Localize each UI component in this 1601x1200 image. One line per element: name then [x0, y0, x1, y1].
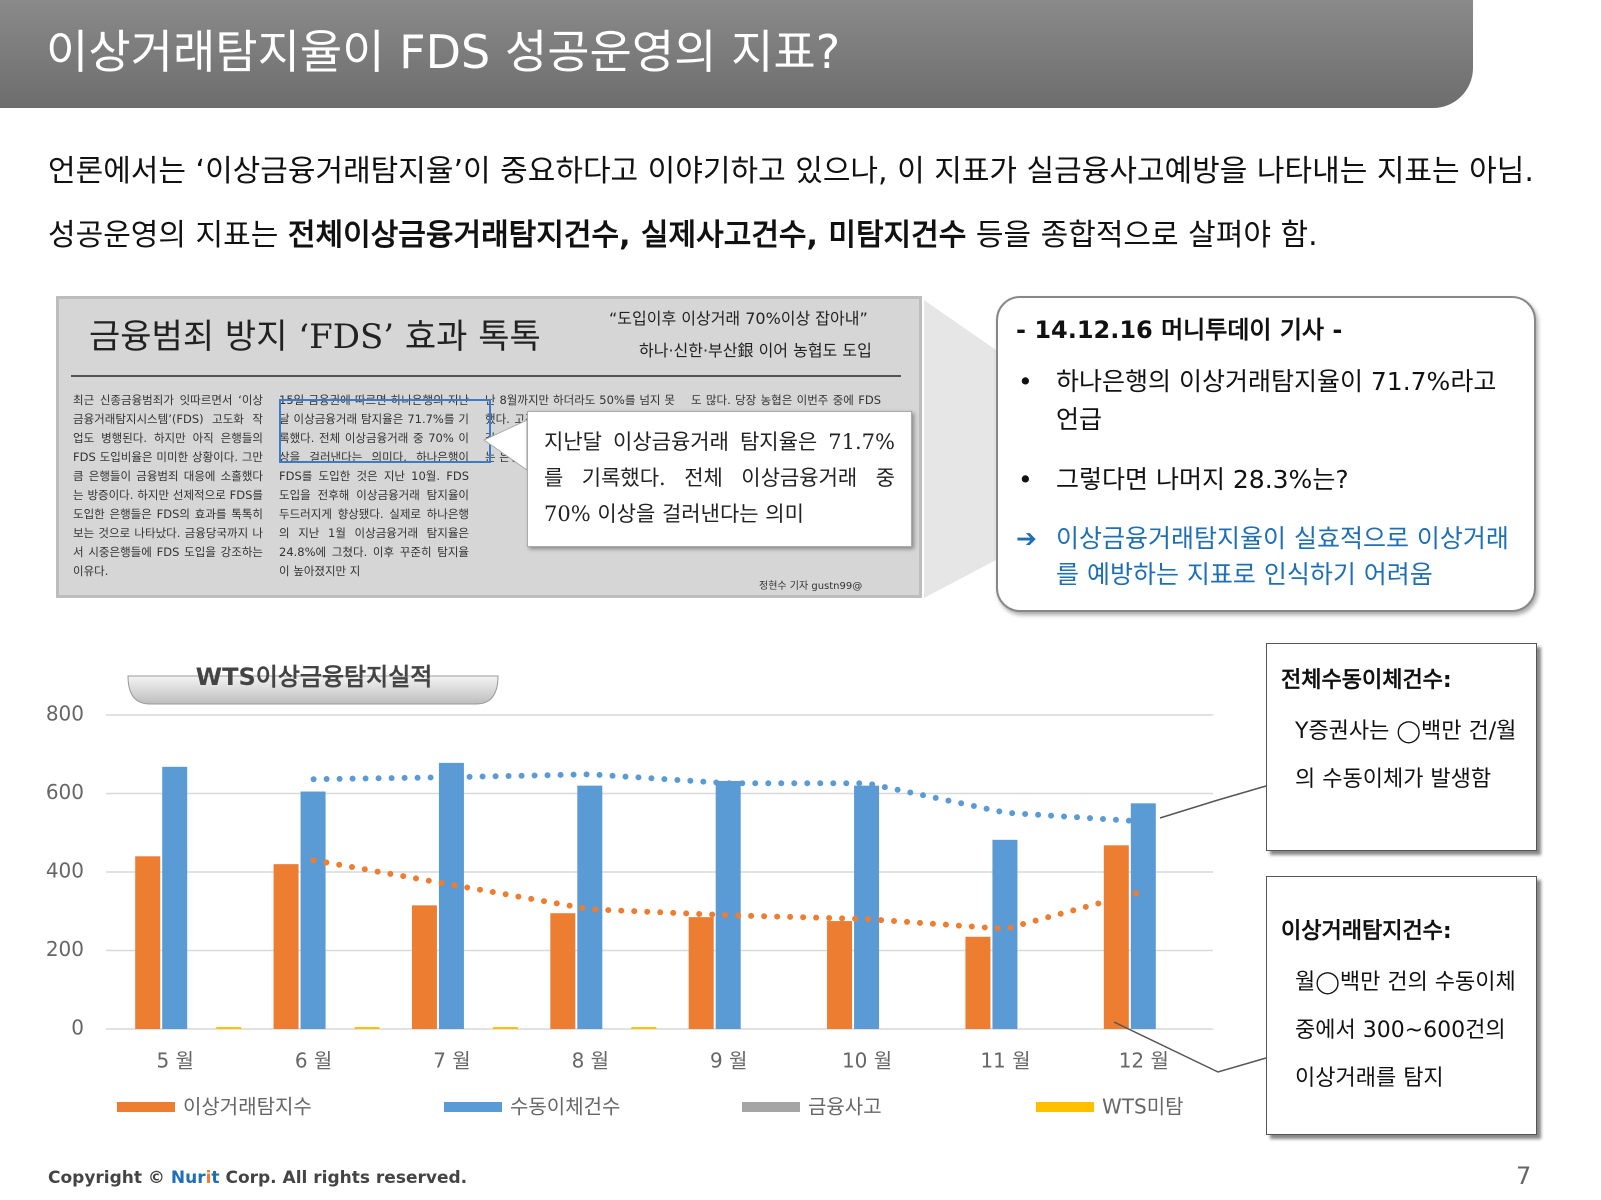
bar	[1130, 803, 1156, 1029]
zoom-quote: 지난달 이상금융거래 탐지율은 71.7%를 기록했다. 전체 이상금융거래 중…	[527, 411, 912, 547]
source-box: - 14.12.16 머니투데이 기사 - 하나은행의 이상거래탐지율이 71.…	[996, 296, 1536, 612]
subhead: 하나·신한·부산銀 이어 농협도 도입	[639, 341, 872, 360]
legend-swatch	[742, 1102, 800, 1112]
x-tick-label: 12 월	[1119, 1049, 1169, 1073]
bar	[492, 1027, 518, 1029]
legend-swatch	[444, 1102, 502, 1112]
source-heading: - 14.12.16 머니투데이 기사 -	[1016, 316, 1343, 344]
subhead: “도입이후 이상거래 70%이상 잡아내”	[609, 309, 868, 328]
legend-label: 금융사고	[808, 1095, 882, 1119]
legend-swatch	[1036, 1102, 1094, 1112]
bullet: 그렇다면 나머지 28.3%는?	[1016, 461, 1516, 499]
bar	[1103, 845, 1129, 1029]
note: 이상거래탐지건수: 월◯백만 건의 수동이체 중에서 300~600건의 이상거래…	[1266, 876, 1537, 1135]
bar	[715, 780, 741, 1029]
y-tick-label: 200	[46, 937, 84, 961]
note: 전체수동이체건수: Y증권사는 ◯백만 건/월의 수동이체가 발생함	[1266, 643, 1537, 851]
x-tick-label: 9 월	[710, 1049, 747, 1073]
y-tick-label: 400	[46, 859, 84, 883]
column: 최근 신종금융범죄가 잇따르면서 ‘이상금융거래탐지시스템’(FDS) 고도화 …	[73, 393, 263, 578]
bullet: 하나은행의 이상거래탐지율이 71.7%라고 언급	[1016, 363, 1516, 439]
intro-bold: 전체이상금융거래탐지건수, 실제사고건수, 미탐지건수	[287, 218, 967, 253]
header: 이상거래탐지율이 FDS 성공운영의 지표?	[0, 0, 1473, 108]
copyright: Corp. All rights reserved.	[219, 1168, 468, 1188]
legend-label: 이상거래탐지수	[183, 1095, 312, 1119]
rule	[71, 375, 901, 377]
bar	[965, 936, 991, 1029]
bar	[688, 917, 714, 1029]
brand: Nur	[170, 1168, 206, 1188]
y-tick-label: 800	[46, 702, 84, 726]
bar	[216, 1027, 242, 1029]
trendline	[310, 771, 1147, 825]
conclusion: 이상금융거래탐지율이 실효적으로 이상거래를 예방하는 지표로 인식하기 어려움	[1016, 521, 1516, 593]
bar	[135, 856, 161, 1029]
y-tick-label: 600	[46, 780, 84, 804]
x-tick-label: 6 월	[295, 1049, 332, 1073]
byline: 정현수 기자 gustn99@	[759, 581, 863, 592]
chart-title: WTS이상금융탐지실적	[196, 663, 433, 691]
bar	[827, 921, 853, 1029]
x-tick-label: 8 월	[572, 1049, 609, 1073]
bar	[992, 839, 1018, 1029]
copyright: Copyright ©	[48, 1168, 171, 1188]
chart-title-tab	[127, 675, 499, 705]
x-tick-label: 5 월	[156, 1049, 193, 1073]
footer: Copyright © Nurit Corp. All rights reser…	[48, 1168, 467, 1188]
note-text: Y증권사는 ◯백만 건/월의 수동이체가 발생함	[1295, 719, 1517, 792]
intro-text: 언론에서는 ‘이상금융거래탐지율’이 중요하다고 이야기하고 있으나, 이 지표…	[48, 154, 1534, 253]
page-number: 7	[1516, 1162, 1532, 1190]
bar	[854, 785, 880, 1029]
intro: 언론에서는 ‘이상금융거래탐지율’이 중요하다고 이야기하고 있으나, 이 지표…	[48, 140, 1548, 268]
legend-label: WTS미탐	[1102, 1095, 1184, 1119]
legend-label: 수동이체건수	[510, 1095, 620, 1119]
bar	[354, 1027, 380, 1029]
y-tick-label: 0	[71, 1016, 84, 1040]
highlight	[279, 399, 491, 463]
trendline	[310, 857, 1147, 932]
legend-swatch	[117, 1102, 175, 1112]
bar	[438, 762, 464, 1029]
intro-text: 등을 종합적으로 살펴야 함.	[966, 218, 1318, 253]
bar	[162, 766, 188, 1029]
note-title: 전체수동이체건수:	[1281, 668, 1452, 693]
x-tick-label: 11 월	[980, 1049, 1030, 1073]
brand: t	[211, 1168, 220, 1188]
note-title: 이상거래탐지건수:	[1281, 919, 1452, 944]
connector	[924, 300, 996, 598]
note-text: 월◯백만 건의 수동이체 중에서 300~600건의 이상거래를 탐지	[1295, 970, 1516, 1091]
bar	[411, 905, 437, 1029]
title: 이상거래탐지율이 FDS 성공운영의 지표?	[46, 25, 841, 79]
bar	[550, 913, 576, 1029]
x-tick-label: 7 월	[433, 1049, 470, 1073]
brand: i	[205, 1168, 212, 1188]
bar	[631, 1027, 657, 1029]
headline: 금융범죄 방지 ‘FDS’ 효과 톡톡	[89, 317, 541, 357]
bar	[273, 864, 299, 1029]
x-tick-label: 10 월	[842, 1049, 892, 1073]
bar	[300, 791, 326, 1029]
